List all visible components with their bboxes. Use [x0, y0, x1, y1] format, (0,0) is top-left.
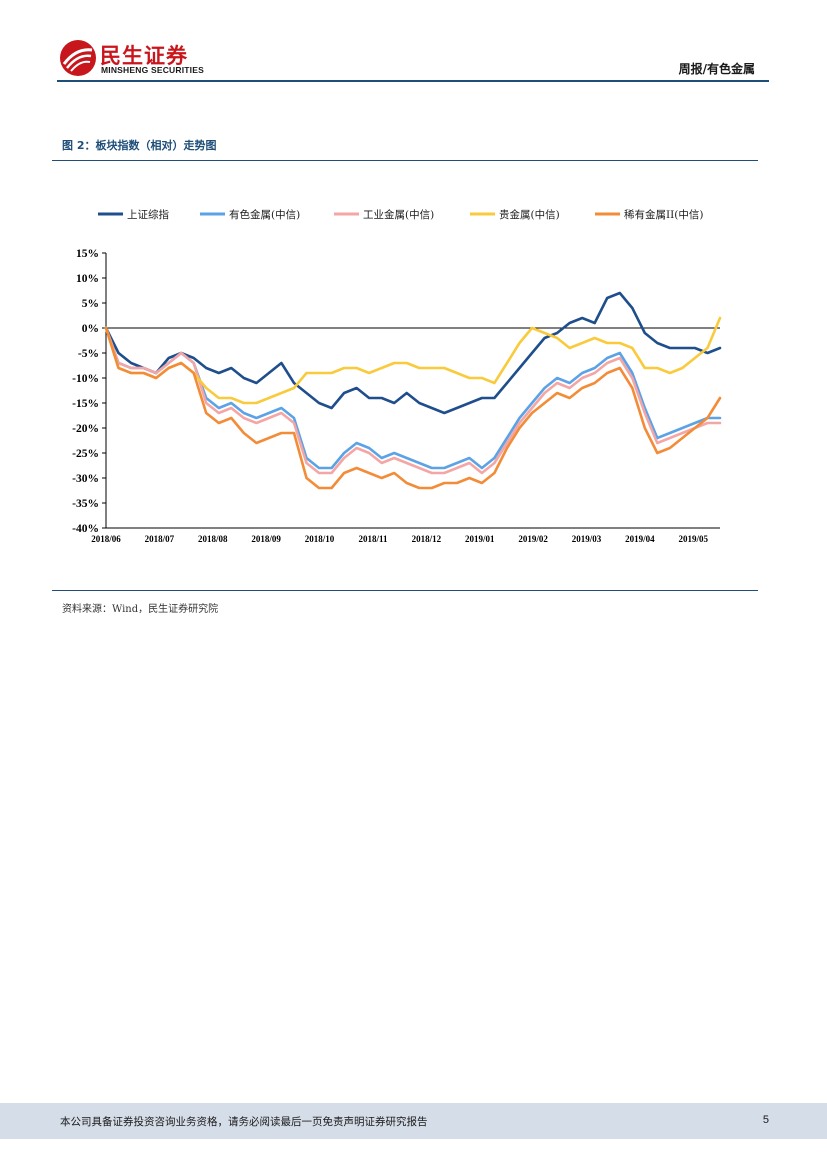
x-tick-label: 2018/12: [412, 534, 442, 544]
line-chart: 上证综指 有色金属(中信) 工业金属(中信) 贵金属(中信) 稀有金属II(中信) 15%…: [72, 208, 722, 544]
x-tick-label: 2019/05: [679, 534, 709, 544]
y-tick-label: -20%: [72, 423, 99, 435]
series-line: [104, 291, 722, 415]
x-tick-label: 2018/06: [91, 534, 121, 544]
x-tick-label: 2018/07: [145, 534, 175, 544]
page-number: 5: [762, 1114, 769, 1126]
page-footer: 本公司具备证券投资咨询业务资格，请务必阅读最后一页免责声明证券研究报告 5: [0, 1103, 827, 1139]
company-logo: 民生证券 MINSHENG SECURITIES: [58, 38, 218, 78]
y-tick-label: 5%: [82, 298, 99, 310]
y-tick-label: -35%: [72, 498, 99, 510]
report-type: 周报/有色金属: [678, 62, 755, 76]
figure-top-divider: [52, 160, 758, 161]
x-tick-label: 2019/04: [625, 534, 655, 544]
y-tick-label: -5%: [78, 348, 99, 360]
logo-chinese-name: 民生证券: [100, 44, 188, 68]
x-tick-label: 2018/10: [305, 534, 335, 544]
legend-label: 工业金属(中信): [363, 208, 434, 221]
y-tick-label: -25%: [72, 448, 99, 460]
x-tick-label: 2018/11: [358, 534, 388, 544]
x-tick-label: 2019/02: [518, 534, 548, 544]
y-tick-label: -10%: [72, 373, 99, 385]
legend-label: 贵金属(中信): [499, 208, 560, 221]
figure-source: 资料来源：Wind，民生证券研究院: [62, 604, 219, 615]
figure-title: 图 2：板块指数（相对）走势图: [62, 139, 217, 152]
figure-bottom-divider: [52, 590, 758, 591]
header-divider: [57, 80, 769, 82]
y-tick-label: -15%: [72, 398, 99, 410]
y-tick-label: -40%: [72, 523, 99, 535]
series-line: [104, 316, 722, 405]
x-tick-label: 2018/09: [251, 534, 281, 544]
legend-label: 上证综指: [127, 208, 169, 221]
y-tick-label: 10%: [76, 273, 99, 285]
footer-disclaimer: 本公司具备证券投资咨询业务资格，请务必阅读最后一页免责声明证券研究报告: [60, 1116, 428, 1128]
y-tick-label: 15%: [76, 248, 99, 260]
legend-label: 有色金属(中信): [229, 208, 300, 221]
series-line: [104, 326, 722, 470]
logo-mark-icon: [60, 40, 96, 76]
series-line: [104, 326, 722, 475]
logo-english-name: MINSHENG SECURITIES: [101, 65, 204, 75]
x-tick-label: 2018/08: [198, 534, 228, 544]
series-line: [104, 326, 722, 490]
legend-label: 稀有金属II(中信): [624, 208, 704, 221]
x-tick-label: 2019/01: [465, 534, 495, 544]
y-tick-label: 0%: [82, 323, 99, 335]
y-tick-label: -30%: [72, 473, 99, 485]
x-tick-label: 2019/03: [572, 534, 602, 544]
